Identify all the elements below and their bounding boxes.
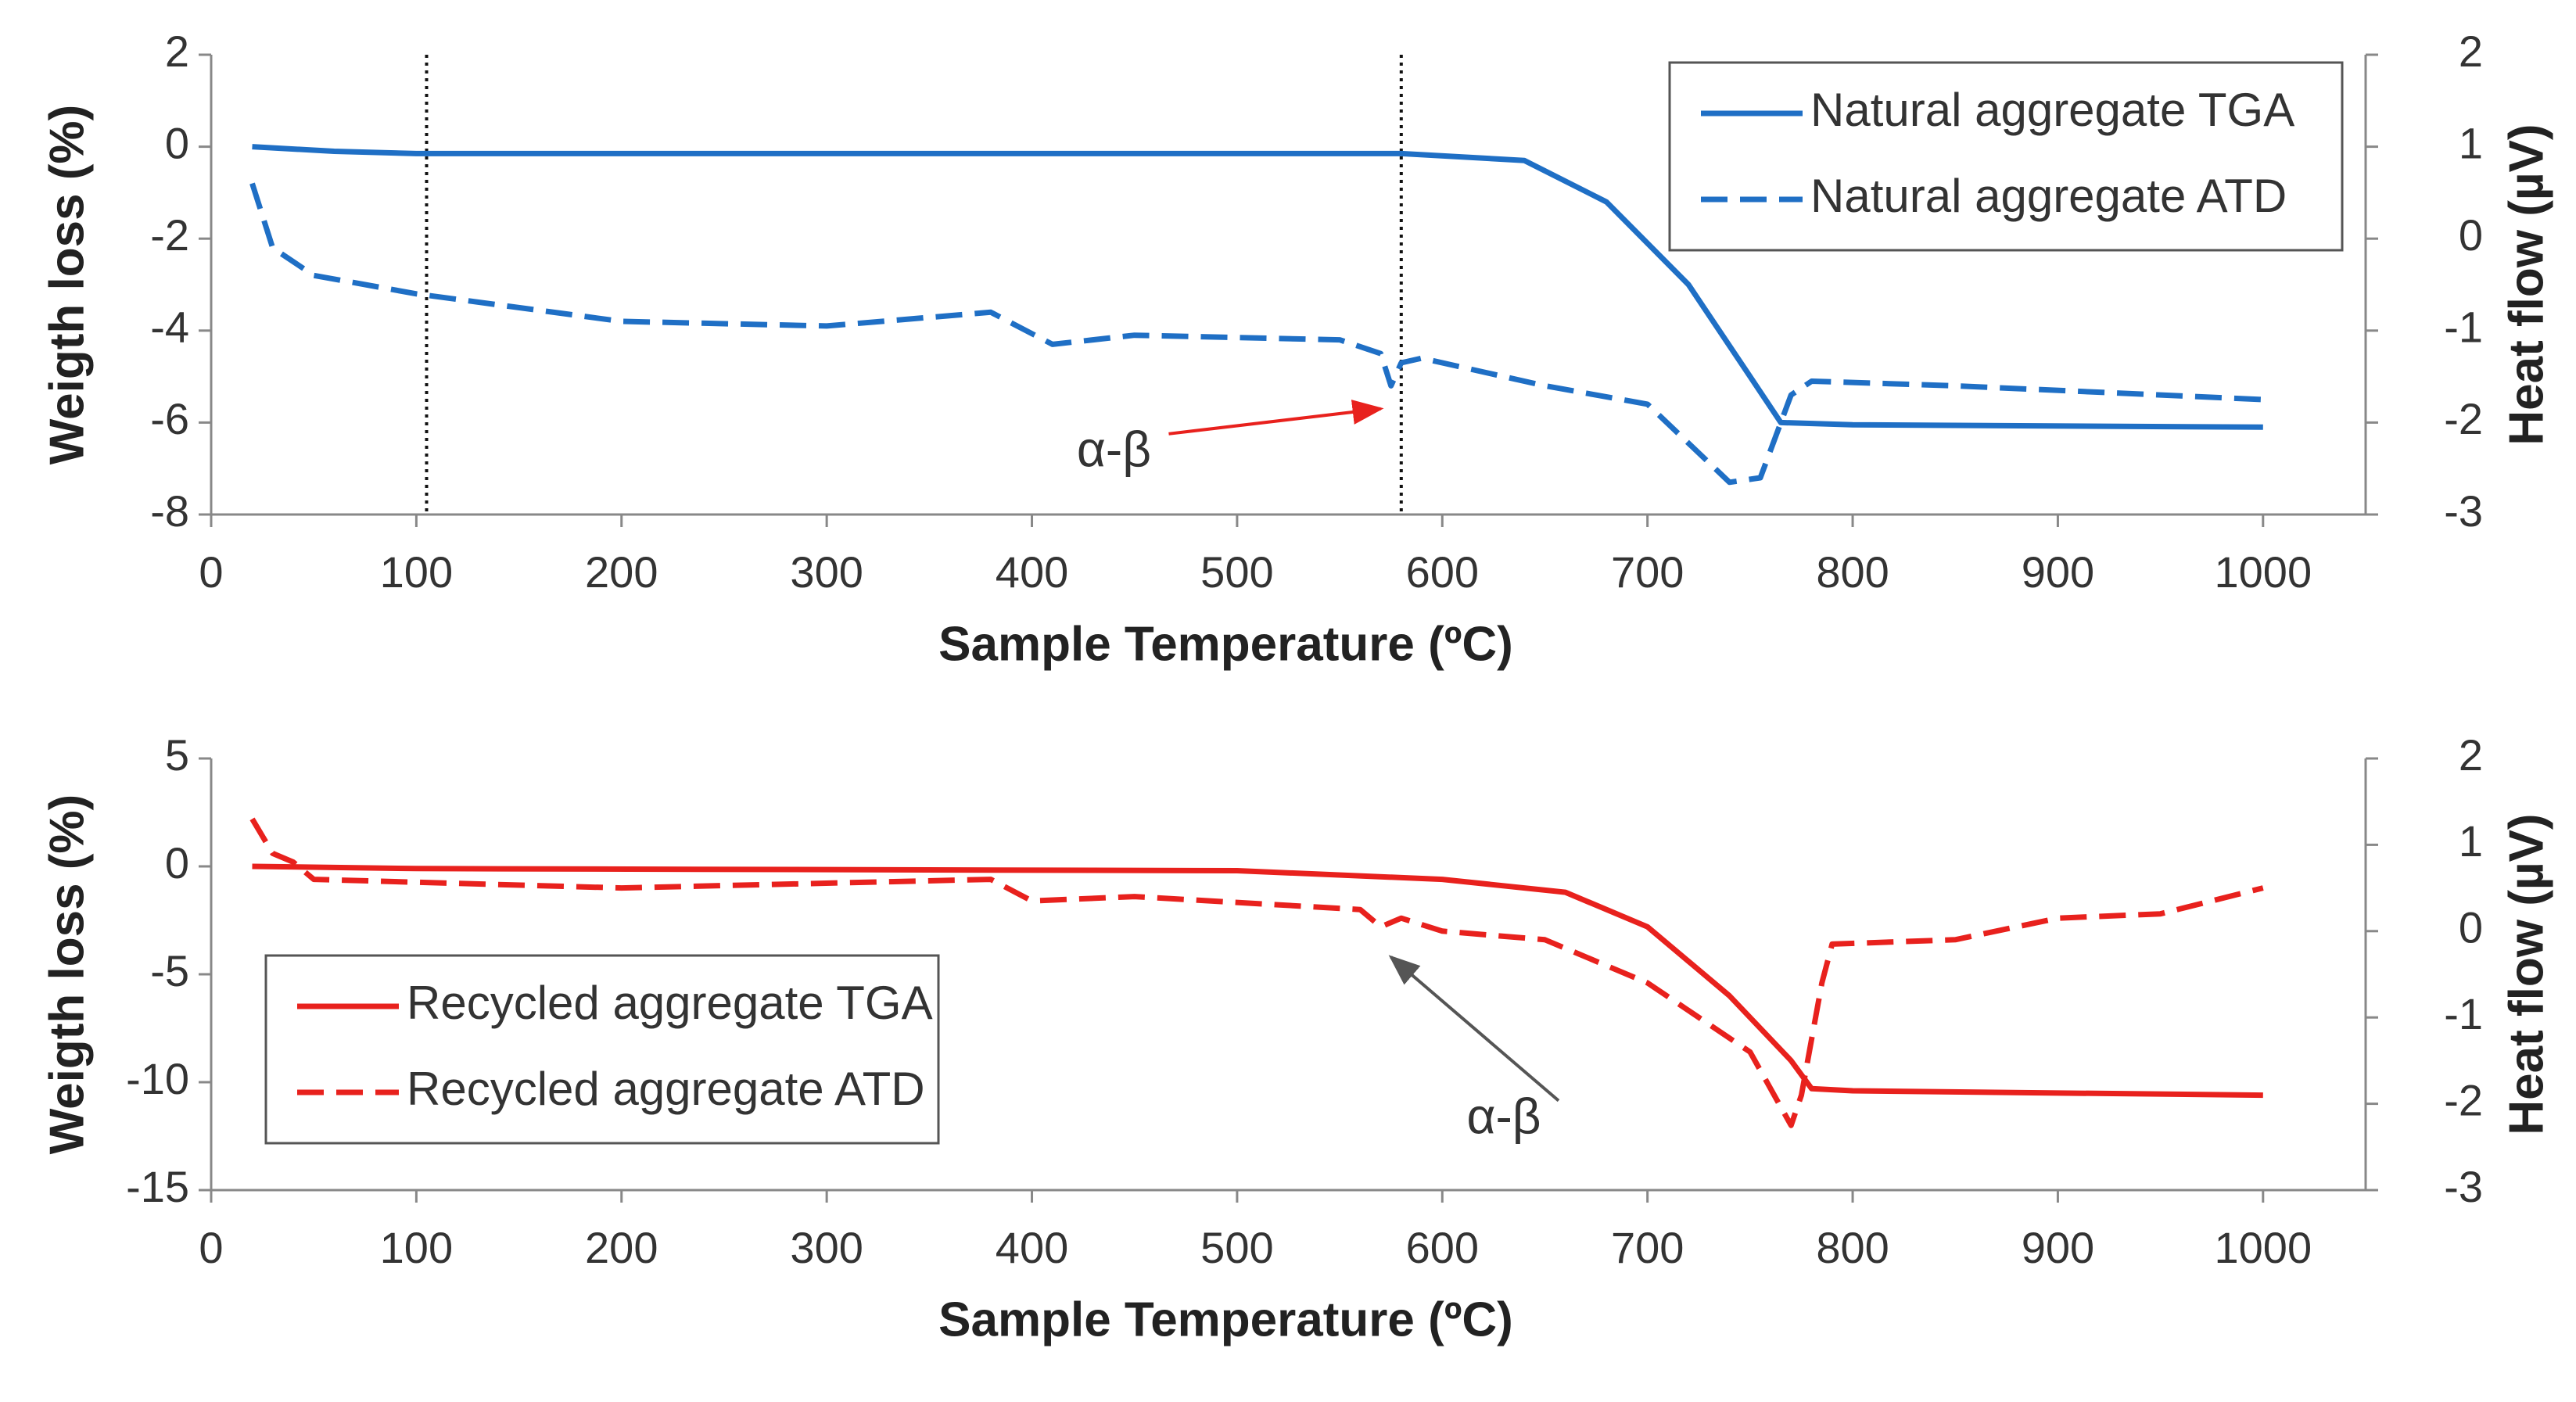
- y2-tick-label: -2: [2444, 1075, 2483, 1124]
- annotation-arrow: [1168, 400, 1384, 436]
- x-tick-label: 700: [1611, 547, 1684, 597]
- x-tick-label: 800: [1816, 547, 1889, 597]
- legend-label: Natural aggregate ATD: [1810, 170, 2287, 222]
- x-tick-label: 400: [996, 1223, 1068, 1272]
- y2-axis-title: Heat flow (µV): [2499, 124, 2553, 445]
- y2-tick-label: 1: [2459, 118, 2483, 167]
- data-line: [249, 817, 2264, 1128]
- x-tick-label: 200: [585, 1223, 658, 1272]
- x-tick-label: 0: [199, 1223, 223, 1272]
- y-tick-label: -4: [150, 303, 189, 352]
- y2-tick-label: 2: [2459, 730, 2483, 780]
- data-line: [249, 182, 2263, 486]
- annotation: α-β: [1466, 1088, 1541, 1145]
- y-tick-label: -8: [150, 486, 189, 536]
- annotation: α-β: [1077, 421, 1151, 478]
- y2-tick-label: -3: [2444, 486, 2483, 536]
- x-tick-label: 900: [2022, 1223, 2094, 1272]
- y-axis-title: Weigth loss (%): [40, 794, 94, 1154]
- x-tick-label: 800: [1816, 1223, 1889, 1272]
- y2-tick-label: 1: [2459, 816, 2483, 866]
- x-tick-label: 1000: [2215, 547, 2312, 597]
- legend-label: Natural aggregate TGA: [1810, 84, 2294, 136]
- y-tick-label: -10: [126, 1054, 189, 1103]
- legend-box: [264, 954, 940, 1145]
- y2-tick-label: -3: [2444, 1162, 2483, 1211]
- y-tick-label: -5: [150, 946, 189, 995]
- y2-tick-label: 0: [2459, 210, 2483, 260]
- y-tick-label: -15: [126, 1162, 189, 1211]
- x-tick-label: 300: [790, 1223, 863, 1272]
- y-tick-label: 0: [165, 838, 189, 887]
- x-tick-label: 500: [1200, 547, 1273, 597]
- x-tick-label: 400: [996, 547, 1068, 597]
- y-axis-title: Weigth loss (%): [40, 105, 94, 464]
- y-tick-label: 2: [165, 27, 189, 76]
- y2-tick-label: 0: [2459, 903, 2483, 952]
- x-tick-label: 600: [1406, 1223, 1479, 1272]
- x-tick-label: 0: [199, 547, 223, 597]
- y2-tick-label: -1: [2444, 303, 2483, 352]
- x-axis-title: Sample Temperature (ºC): [938, 617, 1513, 671]
- legend-label: Recycled aggregate ATD: [407, 1063, 925, 1115]
- x-tick-label: 200: [585, 547, 658, 597]
- y2-tick-label: -2: [2444, 394, 2483, 443]
- y2-axis-title: Heat flow (µV): [2499, 813, 2553, 1135]
- x-tick-label: 500: [1200, 1223, 1273, 1272]
- x-tick-label: 300: [790, 547, 863, 597]
- y-tick-label: -2: [150, 210, 189, 260]
- x-tick-label: 900: [2022, 547, 2094, 597]
- x-axis-title: Sample Temperature (ºC): [938, 1293, 1513, 1346]
- y2-tick-label: 2: [2459, 27, 2483, 76]
- x-tick-label: 1000: [2215, 1223, 2312, 1272]
- data-line: [252, 144, 2263, 430]
- x-tick-label: 100: [380, 1223, 453, 1272]
- x-tick-label: 700: [1611, 1223, 1684, 1272]
- legend-label: Recycled aggregate TGA: [407, 977, 933, 1029]
- data-line: [252, 863, 2263, 1099]
- x-tick-label: 100: [380, 547, 453, 597]
- legend-box: [1668, 61, 2344, 252]
- y-tick-label: -6: [150, 394, 189, 443]
- y2-tick-label: -1: [2444, 989, 2483, 1038]
- y-tick-label: 0: [165, 118, 189, 167]
- annotation-arrow: [1388, 955, 1560, 1103]
- y-tick-label: 5: [165, 730, 189, 780]
- x-tick-label: 600: [1406, 547, 1479, 597]
